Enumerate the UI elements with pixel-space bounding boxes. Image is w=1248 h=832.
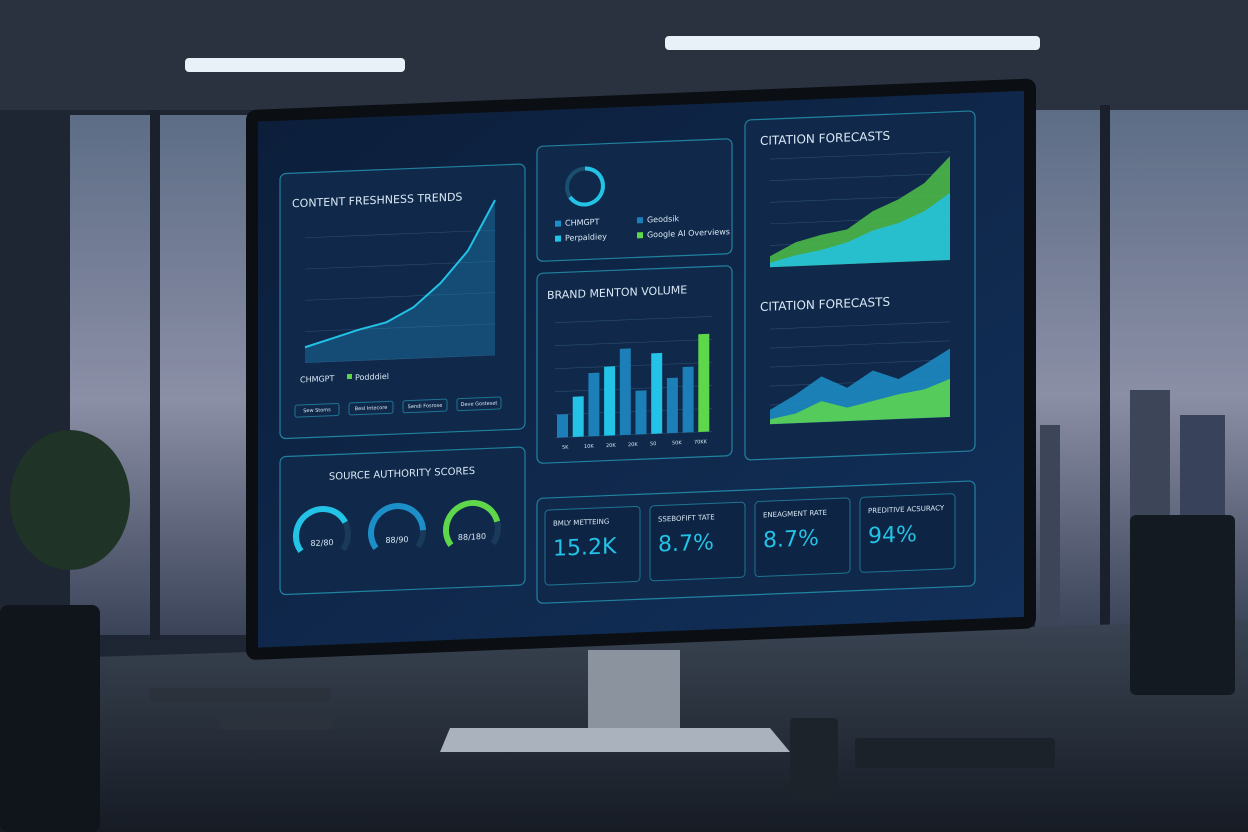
kpi-value: 8.7% <box>658 530 714 557</box>
grid-line <box>305 292 495 301</box>
grid-line <box>770 359 950 368</box>
gauge <box>443 500 501 548</box>
legend-label: Geodsik <box>647 214 679 224</box>
grid-line <box>555 316 712 324</box>
chair <box>0 605 100 832</box>
area <box>305 200 495 363</box>
button[interactable] <box>348 400 394 416</box>
x-tick-label: 20K <box>606 443 616 449</box>
kpi-value: 15.2K <box>553 534 617 562</box>
plant <box>10 430 130 570</box>
kpi-card <box>859 493 956 573</box>
bar <box>604 366 616 436</box>
ceiling-light <box>185 58 405 72</box>
kpi-value: 8.7% <box>763 526 819 553</box>
kpi-value: 94% <box>868 522 917 549</box>
grid-line <box>770 151 950 160</box>
gauge <box>293 506 348 554</box>
notebook <box>855 738 1055 768</box>
bar <box>572 396 584 437</box>
button-label[interactable]: Sendi Fosrose <box>408 403 443 410</box>
grid-line <box>770 321 950 330</box>
bar <box>698 333 710 432</box>
legend-swatch <box>347 373 352 380</box>
legend-label: CHMGPT <box>300 374 335 384</box>
bar <box>666 377 678 434</box>
grid-line <box>555 339 712 347</box>
panel-title: BRAND MENTON VOLUME <box>547 283 687 302</box>
ceiling-light <box>665 36 1040 50</box>
window-frame <box>1100 105 1110 635</box>
grid-line <box>770 173 950 181</box>
building <box>1040 425 1060 630</box>
legend-swatch <box>555 220 561 227</box>
kpi-card <box>544 505 641 586</box>
grid-line <box>305 323 495 332</box>
bar <box>588 372 600 437</box>
gauge-label: 88/180 <box>458 532 486 542</box>
bar <box>557 414 568 438</box>
monitor-base <box>440 728 790 752</box>
kpi-card <box>754 497 851 578</box>
bar <box>651 352 663 434</box>
grid-line <box>305 229 495 239</box>
bar <box>635 390 647 435</box>
button[interactable] <box>456 396 502 412</box>
button-label[interactable]: Besl Intecore <box>355 405 388 412</box>
gauge-label: 82/80 <box>310 538 333 548</box>
phone <box>220 716 332 730</box>
legend-swatch <box>555 235 561 242</box>
grid-line <box>555 362 712 370</box>
x-tick-label: 5K <box>562 445 569 451</box>
x-tick-label: 10K <box>584 444 594 450</box>
legend-label: CHMGPT <box>565 217 600 227</box>
legend-label: Perpaldiey <box>565 232 607 243</box>
gauge-label: 88/90 <box>385 535 408 545</box>
kpi-card <box>649 501 746 582</box>
legend-swatch <box>637 232 643 239</box>
bar <box>682 366 694 433</box>
panel-title: CITATION FORECASTS <box>760 295 890 314</box>
bar <box>619 348 631 436</box>
area <box>770 192 950 268</box>
panel <box>279 163 526 440</box>
panel <box>279 446 526 596</box>
area <box>770 378 950 425</box>
panel <box>536 138 733 262</box>
chair <box>1130 515 1235 695</box>
kpi-label: PREDITIVE ACSURACY <box>868 504 945 515</box>
clock-icon <box>568 166 605 207</box>
kpi-label: BMLY METTEING <box>553 518 609 528</box>
x-tick-label: 20K <box>628 442 638 448</box>
window-frame <box>150 110 160 640</box>
x-tick-label: 50 <box>650 441 656 447</box>
legend-label: Google AI Overviews <box>647 227 730 239</box>
grid-line <box>305 261 495 270</box>
gauge <box>368 503 426 551</box>
button[interactable] <box>294 402 340 418</box>
line <box>304 199 496 349</box>
pen-cup <box>790 718 838 798</box>
x-tick-label: 70KK <box>694 439 708 446</box>
button-label[interactable]: Deve Gosteset <box>461 401 498 408</box>
tablet <box>150 688 330 702</box>
panel-title: CITATION FORECASTS <box>760 129 890 148</box>
legend-swatch <box>637 217 643 224</box>
legend-label: Podddiel <box>355 372 389 382</box>
ceiling <box>0 0 1248 110</box>
button-label[interactable]: Sew Stoms <box>303 407 331 414</box>
kpi-label: ENEAGMENT RATE <box>763 509 827 520</box>
monitor-stand <box>588 650 680 730</box>
grid-line <box>770 340 950 349</box>
button[interactable] <box>402 398 448 414</box>
grid-line <box>305 354 495 364</box>
x-tick-label: 50K <box>672 440 682 446</box>
kpi-label: SSEBOFIFT TATE <box>658 513 715 523</box>
